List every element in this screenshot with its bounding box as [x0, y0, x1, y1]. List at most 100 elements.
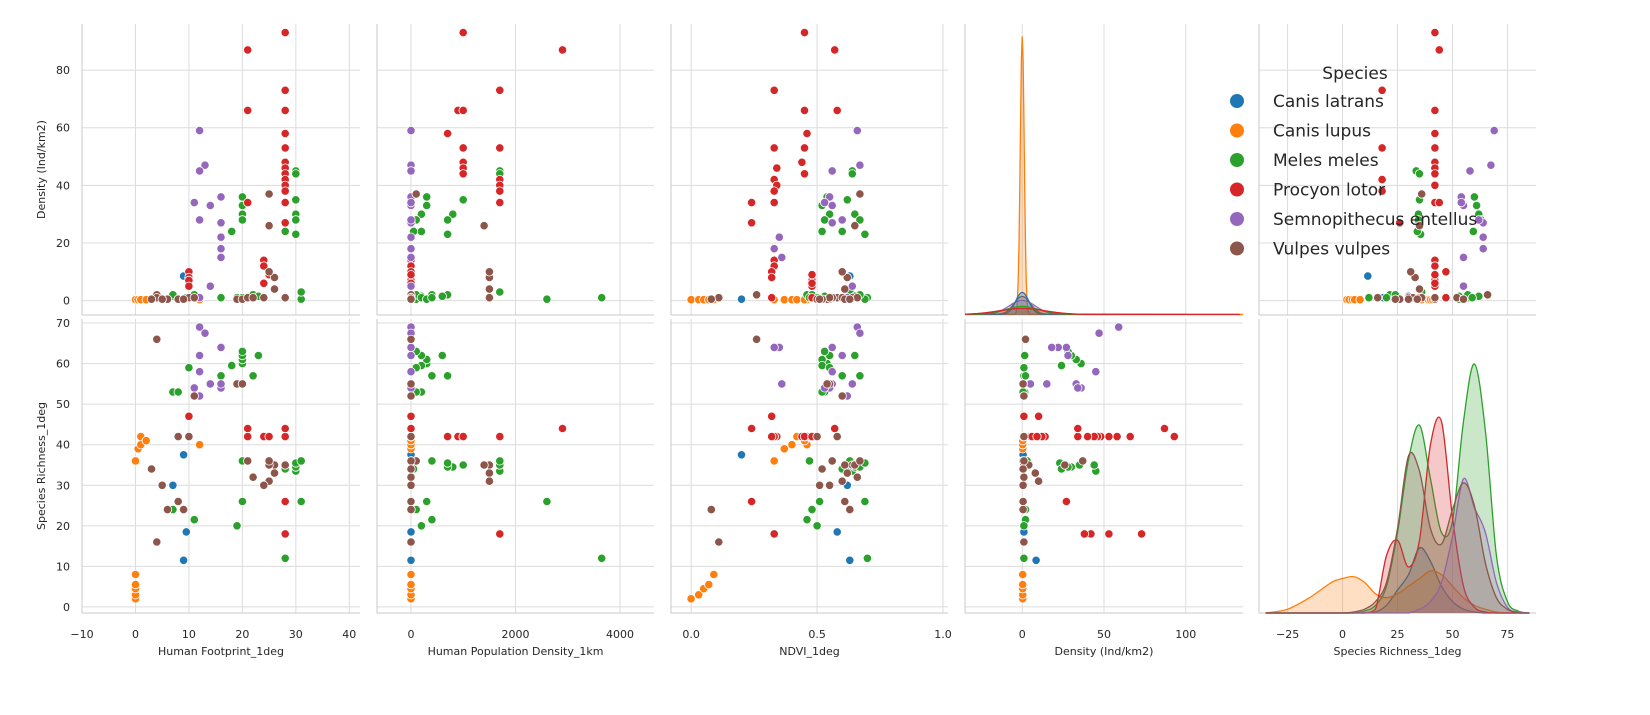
- data-point: [205, 200, 215, 211]
- data-point: [1019, 472, 1029, 482]
- data-point: [847, 379, 857, 389]
- data-point: [1458, 294, 1469, 304]
- legend-marker: [1230, 182, 1244, 197]
- data-point: [767, 431, 777, 442]
- x-axis-label: Species Richness_1deg: [1334, 645, 1462, 658]
- data-point: [814, 294, 825, 304]
- data-point: [406, 367, 416, 377]
- data-point: [406, 126, 416, 136]
- data-point: [243, 423, 253, 434]
- data-point: [827, 367, 837, 377]
- y-tick-label: 60: [56, 122, 70, 135]
- data-point: [1079, 529, 1090, 539]
- data-point: [686, 295, 696, 305]
- data-point: [479, 460, 489, 470]
- data-point: [406, 456, 416, 466]
- data-point: [832, 105, 842, 116]
- data-point: [812, 431, 822, 442]
- data-point: [819, 215, 830, 225]
- data-point: [280, 186, 290, 196]
- data-point: [248, 472, 258, 482]
- data-point: [416, 209, 426, 219]
- panel-r0-c3: [964, 24, 1243, 316]
- data-point: [406, 281, 416, 291]
- y-tick-label: 10: [56, 560, 70, 573]
- data-point: [850, 209, 860, 219]
- data-point: [1377, 85, 1387, 95]
- data-point: [296, 456, 306, 466]
- data-point: [860, 229, 870, 239]
- data-point: [746, 423, 757, 434]
- data-point: [845, 555, 855, 565]
- data-point: [495, 456, 505, 466]
- data-point: [243, 431, 253, 442]
- data-point: [216, 244, 226, 254]
- data-point: [269, 284, 280, 294]
- panel-r0-c4: [1258, 24, 1536, 316]
- data-point: [181, 527, 191, 537]
- data-point: [205, 281, 215, 291]
- data-point: [280, 496, 290, 507]
- y-tick-label: 30: [56, 479, 70, 492]
- data-point: [1430, 27, 1440, 38]
- data-point: [157, 294, 167, 304]
- data-point: [1083, 431, 1093, 442]
- data-point: [837, 476, 847, 486]
- data-point: [1474, 215, 1484, 225]
- data-point: [406, 232, 416, 242]
- data-point: [437, 291, 447, 301]
- data-point: [179, 450, 189, 460]
- data-point: [416, 521, 426, 531]
- data-point: [840, 496, 850, 507]
- data-point: [189, 198, 199, 208]
- panel-r1-c4: [1258, 319, 1536, 614]
- data-point: [1018, 480, 1028, 490]
- data-point: [1169, 431, 1179, 442]
- data-point: [840, 284, 850, 294]
- data-point: [1363, 271, 1373, 281]
- x-tick-label: 20: [235, 628, 249, 641]
- x-tick-label: 0.5: [808, 628, 826, 641]
- data-point: [406, 527, 416, 537]
- data-point: [184, 363, 194, 373]
- legend-label: Canis latrans: [1273, 92, 1384, 112]
- y-axis-label: Species Richness_1deg: [35, 402, 48, 530]
- data-point: [769, 85, 779, 95]
- data-point: [832, 431, 842, 442]
- data-point: [827, 218, 837, 228]
- data-point: [437, 350, 447, 361]
- data-point: [779, 444, 789, 454]
- data-point: [751, 334, 762, 344]
- data-point: [1018, 464, 1028, 474]
- data-point: [686, 594, 696, 604]
- data-point: [842, 468, 852, 478]
- data-point: [495, 143, 505, 153]
- data-point: [1355, 295, 1365, 305]
- data-point: [597, 553, 607, 563]
- data-point: [1019, 411, 1029, 421]
- data-point: [1377, 143, 1387, 153]
- data-point: [855, 189, 865, 199]
- data-point: [427, 456, 437, 466]
- data-point: [195, 440, 205, 450]
- data-point: [855, 456, 865, 466]
- kde-line: [965, 307, 1240, 316]
- data-point: [406, 334, 416, 344]
- data-point: [1430, 105, 1440, 116]
- data-point: [189, 383, 199, 393]
- panel-r1-c2: [670, 319, 948, 614]
- kde-fill: [1265, 570, 1530, 613]
- data-point: [1060, 460, 1070, 470]
- data-point: [860, 496, 870, 507]
- data-point: [189, 293, 199, 303]
- data-point: [1430, 180, 1440, 190]
- data-point: [1430, 143, 1440, 153]
- x-tick-label: 100: [1175, 628, 1196, 641]
- data-point: [1430, 261, 1440, 271]
- data-point: [243, 45, 253, 55]
- data-point: [799, 169, 810, 179]
- data-point: [296, 287, 306, 297]
- data-point: [1114, 322, 1124, 332]
- data-point: [799, 105, 810, 116]
